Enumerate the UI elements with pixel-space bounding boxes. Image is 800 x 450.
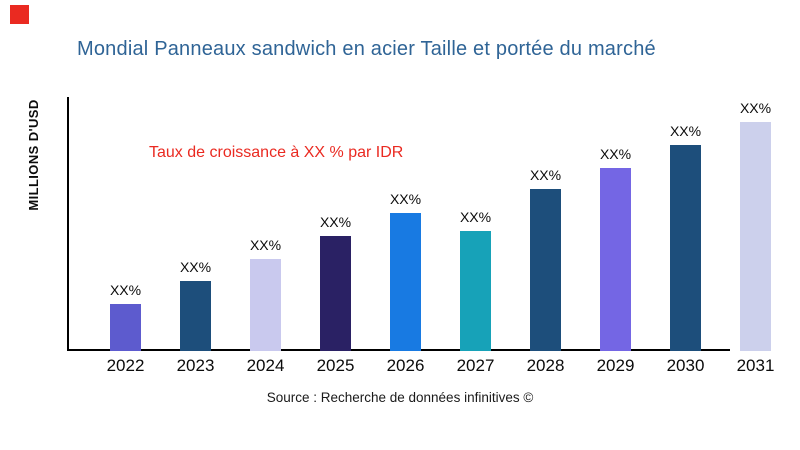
bar-value-label: XX% bbox=[669, 123, 702, 139]
bar-value-label: XX% bbox=[109, 282, 142, 298]
source-attribution: Source : Recherche de données infinitive… bbox=[266, 390, 534, 405]
bar-2026 bbox=[390, 213, 421, 351]
x-tick-label: 2024 bbox=[246, 356, 285, 375]
bar-2023 bbox=[180, 281, 211, 351]
bar-2030 bbox=[670, 145, 701, 351]
chart-title: Mondial Panneaux sandwich en acier Taill… bbox=[77, 38, 656, 60]
bar-value-label: XX% bbox=[739, 100, 772, 116]
x-tick-label: 2025 bbox=[316, 356, 355, 375]
bar-value-label: XX% bbox=[319, 214, 352, 230]
bar-2022 bbox=[110, 304, 141, 351]
bar-2025 bbox=[320, 236, 351, 351]
y-axis-line bbox=[67, 97, 69, 351]
x-tick-label: 2026 bbox=[386, 356, 425, 375]
x-tick-label: 2022 bbox=[106, 356, 145, 375]
bar-value-label: XX% bbox=[459, 209, 492, 225]
bar-value-label: XX% bbox=[179, 259, 212, 275]
x-tick-label: 2031 bbox=[736, 356, 775, 375]
bar-2029 bbox=[600, 168, 631, 351]
red-square-marker bbox=[10, 5, 29, 24]
x-tick-label: 2027 bbox=[456, 356, 495, 375]
bar-2028 bbox=[530, 189, 561, 351]
x-tick-label: 2023 bbox=[176, 356, 215, 375]
bar-value-label: XX% bbox=[389, 191, 422, 207]
y-axis-title: MILLIONS D'USD bbox=[26, 99, 41, 211]
x-tick-label: 2029 bbox=[596, 356, 635, 375]
growth-rate-annotation: Taux de croissance à XX % par IDR bbox=[149, 144, 404, 161]
bar-2024 bbox=[250, 259, 281, 351]
x-tick-label: 2030 bbox=[666, 356, 705, 375]
bar-value-label: XX% bbox=[529, 167, 562, 183]
bar-2027 bbox=[460, 231, 491, 351]
x-tick-label: 2028 bbox=[526, 356, 565, 375]
bar-value-label: XX% bbox=[599, 146, 632, 162]
bar-2031 bbox=[740, 122, 771, 351]
bar-value-label: XX% bbox=[249, 237, 282, 253]
